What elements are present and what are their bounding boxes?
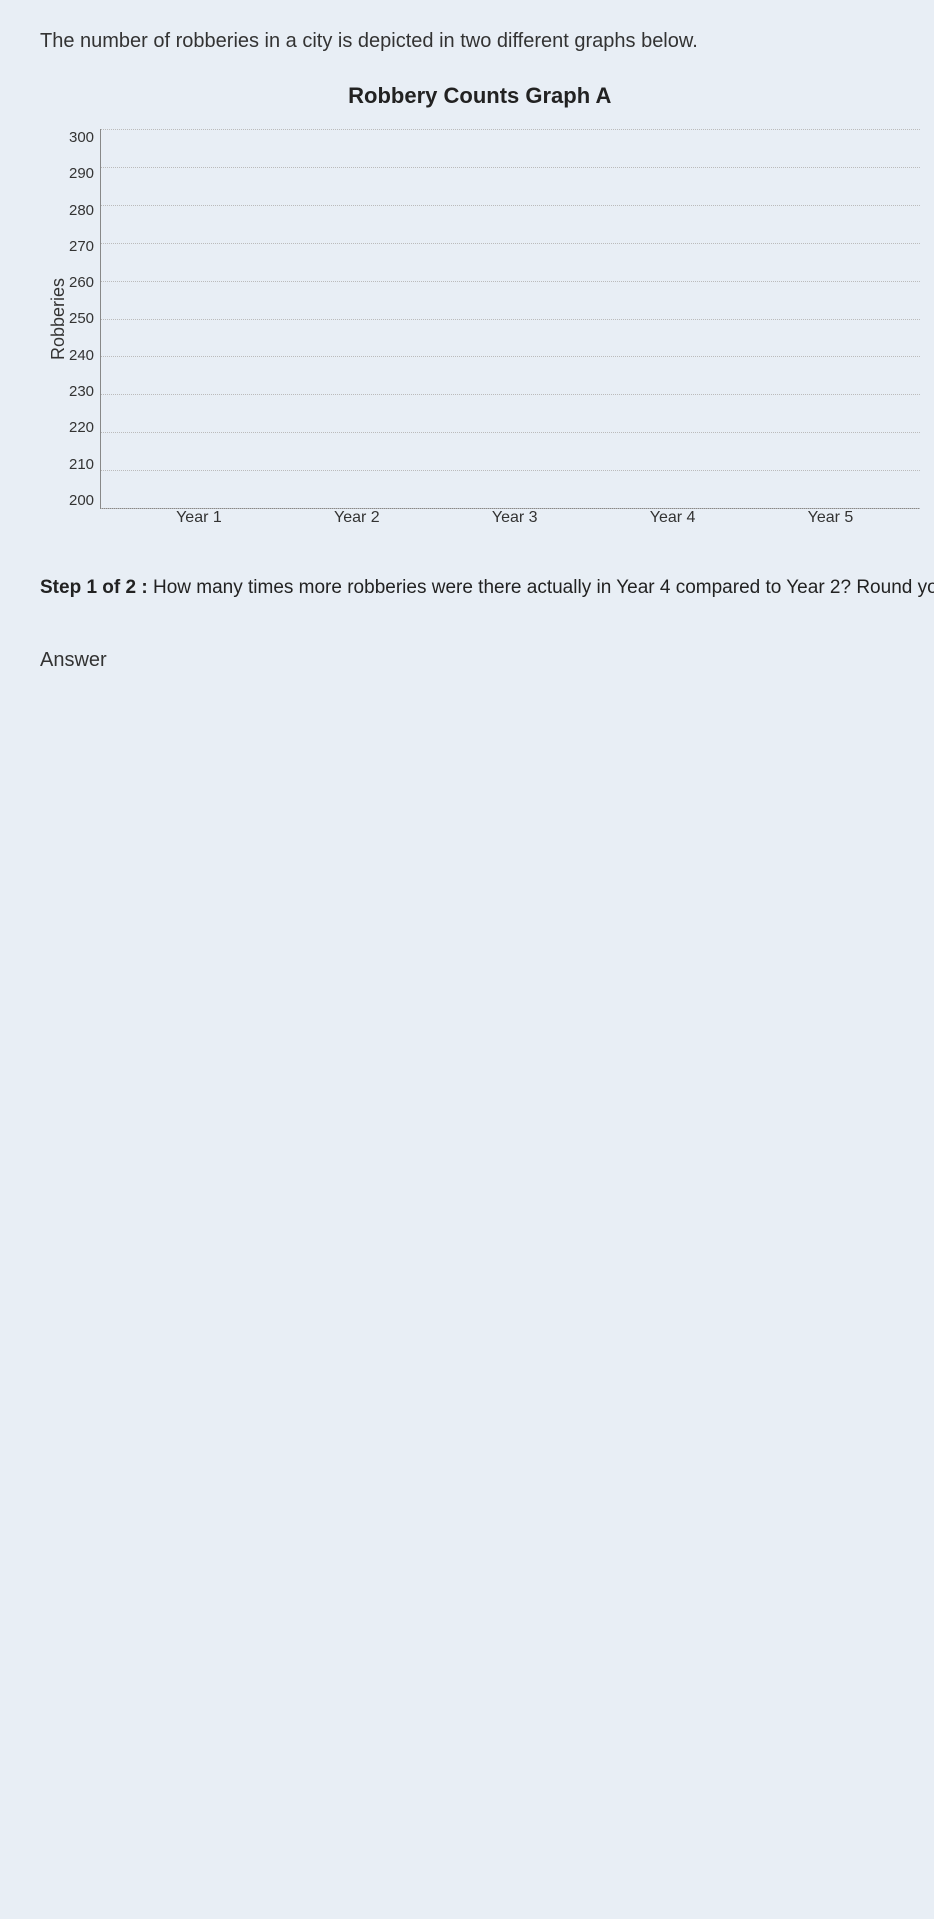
- step-prefix: Step 1 of 2 :: [40, 577, 148, 598]
- chart-a-xaxis: Year 1 Year 2 Year 3 Year 4 Year 5: [110, 509, 920, 527]
- ytick-label: 300: [69, 129, 94, 146]
- ytick-label: 230: [69, 383, 94, 400]
- xtick-label: Year 4: [628, 509, 718, 527]
- xtick-label: Year 3: [470, 509, 560, 527]
- ytick-label: 260: [69, 274, 94, 291]
- ytick-label: 290: [69, 165, 94, 182]
- xtick-label: Year 2: [312, 509, 402, 527]
- ytick-label: 280: [69, 202, 94, 219]
- chart-a-yaxis: 300 290 280 270 260 250 240 230 220 210 200: [69, 129, 100, 509]
- xtick-label: Year 1: [154, 509, 244, 527]
- chart-a-ylabel: Robberies: [40, 129, 69, 509]
- ytick-label: 250: [69, 310, 94, 327]
- answer-label: Answer: [40, 649, 934, 672]
- ytick-label: 240: [69, 347, 94, 364]
- ytick-label: 220: [69, 419, 94, 436]
- ytick-label: 200: [69, 492, 94, 509]
- step-body: How many times more robberies were there…: [148, 577, 934, 598]
- chart-a-plot: [100, 129, 919, 509]
- step-text: Step 1 of 2 : How many times more robber…: [40, 577, 934, 599]
- ytick-label: 270: [69, 238, 94, 255]
- chart-a: Robbery Counts Graph A Robberies 300 290 2…: [40, 83, 920, 527]
- intro-text: The number of robberies in a city is dep…: [40, 30, 934, 53]
- xtick-label: Year 5: [786, 509, 876, 527]
- chart-a-title: Robbery Counts Graph A: [40, 83, 920, 109]
- ytick-label: 210: [69, 456, 94, 473]
- charts-row: Robbery Counts Graph A Robberies 300 290 2…: [40, 83, 934, 527]
